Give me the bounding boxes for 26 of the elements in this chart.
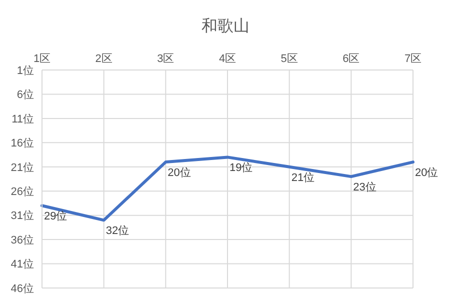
data-label: 19位 [230,162,253,174]
x-tick-label: 5区 [280,53,298,65]
x-tick-label: 2区 [95,53,112,65]
y-tick-label: 21位 [10,162,34,174]
y-tick-label: 1位 [16,64,34,77]
x-tick-label: 6区 [342,53,360,65]
data-label: 20位 [415,167,438,180]
data-label: 21位 [291,172,315,184]
y-tick-label: 36位 [10,234,34,246]
y-tick-label: 41位 [10,258,34,271]
line-series [40,156,414,222]
y-tick-label: 16位 [10,138,34,150]
data-label: 20位 [168,167,191,180]
y-tick-label: 11位 [12,113,34,126]
data-label: 23位 [353,182,376,194]
y-tick-label: 6位 [16,89,34,102]
y-tick-label: 31位 [10,210,34,222]
x-tick-label: 4区 [218,53,236,65]
y-tick-label: 46位 [10,282,34,295]
x-tick-label: 1区 [33,53,51,65]
x-tick-label: 7区 [404,53,422,65]
data-label: 32位 [106,225,130,238]
chart-title: 和歌山 [200,16,250,37]
x-tick-label: 3区 [157,53,174,65]
data-label: 29位 [44,210,68,223]
y-tick-label: 26位 [10,186,34,198]
